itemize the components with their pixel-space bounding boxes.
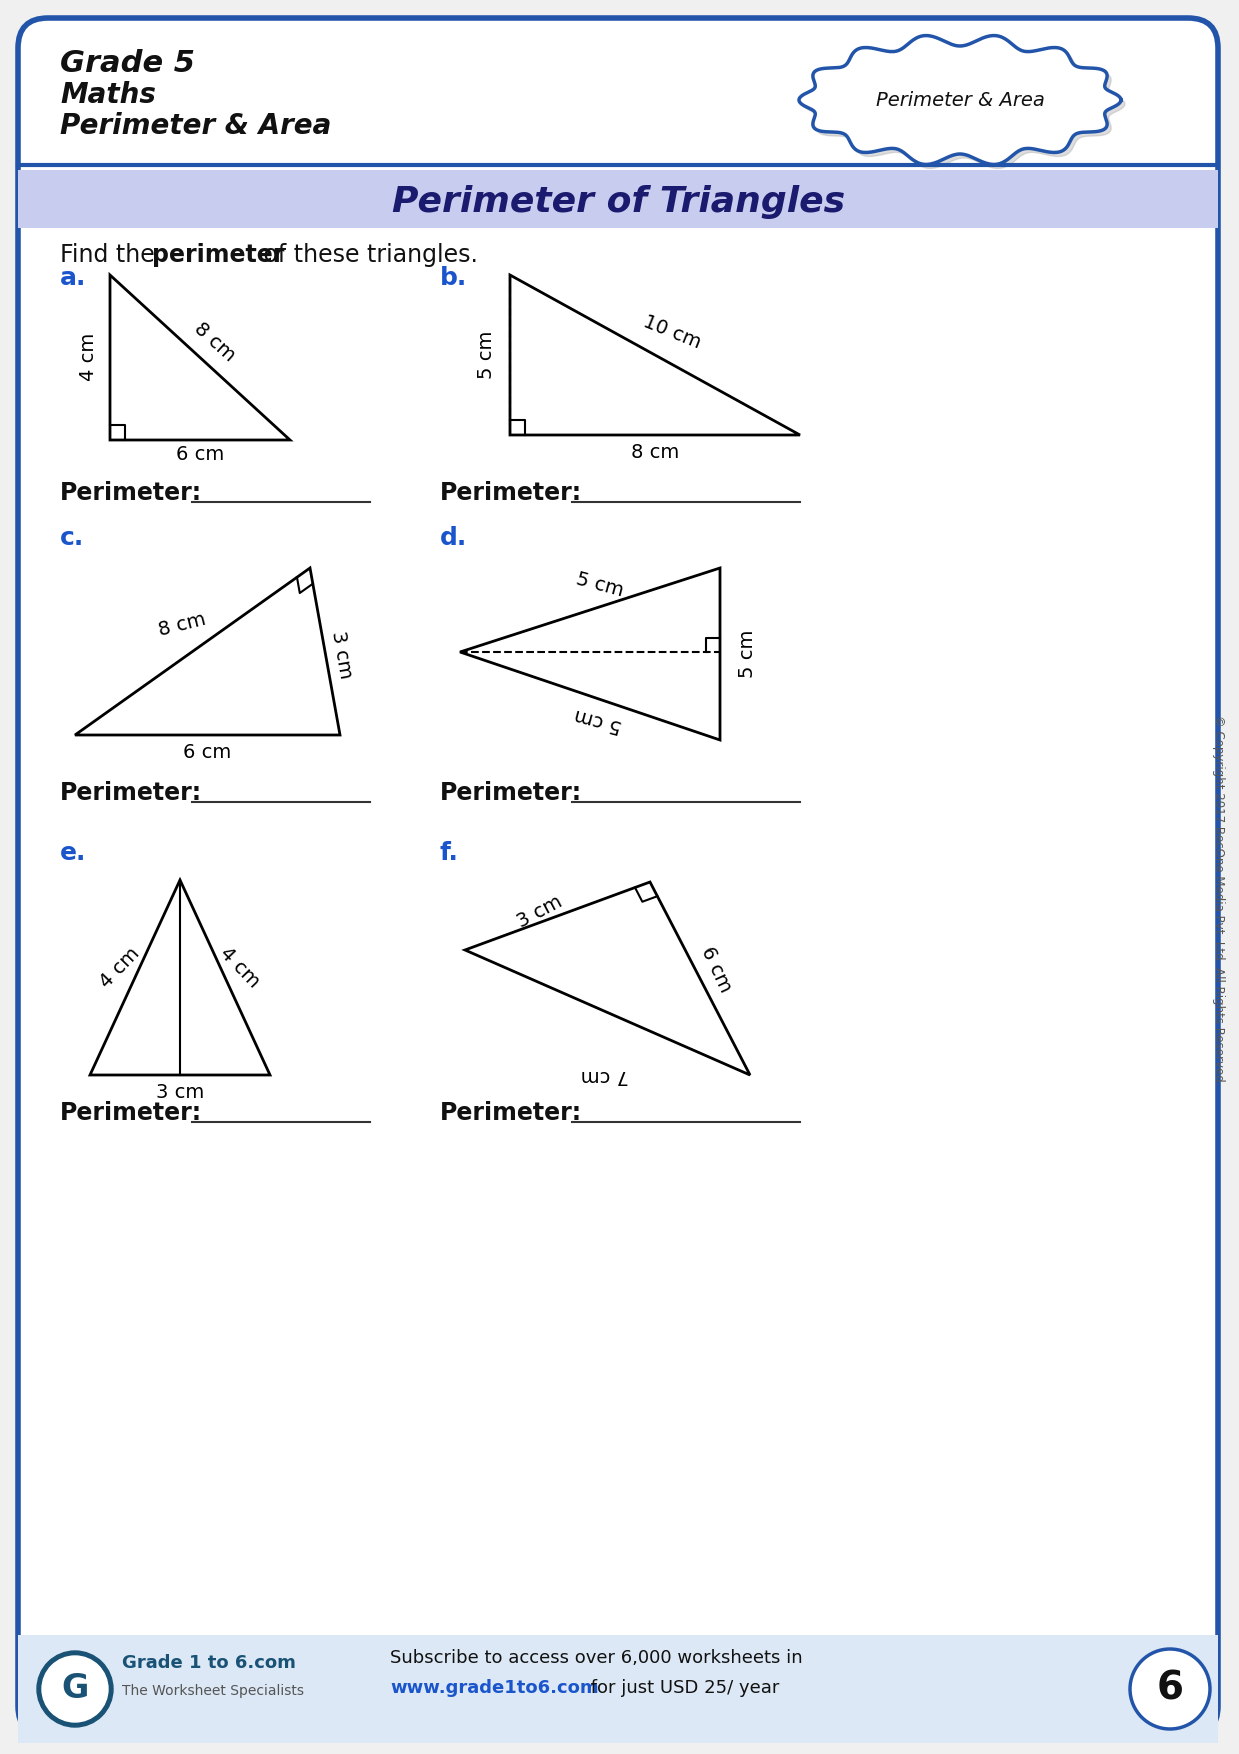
Text: Perimeter & Area: Perimeter & Area [876, 91, 1044, 109]
Text: Perimeter:: Perimeter: [440, 781, 582, 805]
Text: f.: f. [440, 840, 458, 865]
Text: Perimeter:: Perimeter: [440, 481, 582, 505]
Text: e.: e. [59, 840, 87, 865]
Circle shape [37, 1651, 113, 1728]
Text: 5 cm: 5 cm [572, 705, 623, 735]
Text: 5 cm: 5 cm [574, 570, 626, 600]
Text: 5 cm: 5 cm [477, 332, 497, 379]
Text: perimeter: perimeter [152, 244, 285, 267]
Text: d.: d. [440, 526, 467, 551]
Text: www.grade1to6.com: www.grade1to6.com [390, 1679, 598, 1698]
Text: 5 cm: 5 cm [738, 630, 757, 679]
Text: © Copyright 2017 BecOne Media Pvt. Ltd. All Rights Reserved.: © Copyright 2017 BecOne Media Pvt. Ltd. … [1212, 714, 1224, 1086]
Text: G: G [61, 1673, 89, 1705]
Text: b.: b. [440, 267, 467, 289]
FancyBboxPatch shape [19, 170, 1218, 228]
Polygon shape [799, 35, 1121, 165]
Text: of these triangles.: of these triangles. [256, 244, 478, 267]
Polygon shape [803, 40, 1125, 168]
Text: a.: a. [59, 267, 87, 289]
Text: c.: c. [59, 526, 84, 551]
Text: 6 cm: 6 cm [183, 744, 232, 763]
Text: Perimeter of Triangles: Perimeter of Triangles [393, 184, 845, 219]
Text: 3 cm: 3 cm [156, 1082, 204, 1102]
Text: Perimeter & Area: Perimeter & Area [59, 112, 331, 140]
Text: Perimeter:: Perimeter: [59, 1102, 202, 1124]
Text: 6 cm: 6 cm [698, 944, 735, 996]
Text: 10 cm: 10 cm [641, 312, 704, 353]
Circle shape [1130, 1649, 1211, 1729]
Text: The Worksheet Specialists: The Worksheet Specialists [121, 1684, 304, 1698]
Text: 8 cm: 8 cm [156, 610, 208, 640]
Text: Subscribe to access over 6,000 worksheets in: Subscribe to access over 6,000 worksheet… [390, 1649, 803, 1666]
Text: 6 cm: 6 cm [176, 446, 224, 465]
Text: 3 cm: 3 cm [328, 630, 356, 681]
Text: for just USD 25/ year: for just USD 25/ year [585, 1679, 779, 1698]
Text: Perimeter:: Perimeter: [59, 781, 202, 805]
FancyBboxPatch shape [19, 18, 1218, 1736]
Text: Perimeter:: Perimeter: [59, 481, 202, 505]
Text: 4 cm: 4 cm [217, 944, 264, 993]
FancyBboxPatch shape [19, 1635, 1218, 1743]
Text: Grade 1 to 6.com: Grade 1 to 6.com [121, 1654, 296, 1672]
Text: Perimeter:: Perimeter: [440, 1102, 582, 1124]
Text: 7 cm: 7 cm [581, 1065, 629, 1084]
Text: 8 cm: 8 cm [191, 319, 239, 365]
Text: Find the: Find the [59, 244, 162, 267]
Circle shape [42, 1656, 108, 1722]
Text: 4 cm: 4 cm [78, 333, 98, 381]
Text: Maths: Maths [59, 81, 156, 109]
Text: Grade 5: Grade 5 [59, 49, 195, 77]
Text: 3 cm: 3 cm [514, 893, 566, 931]
Text: 4 cm: 4 cm [97, 944, 144, 993]
Text: 6: 6 [1156, 1670, 1183, 1708]
Text: 8 cm: 8 cm [631, 442, 679, 461]
